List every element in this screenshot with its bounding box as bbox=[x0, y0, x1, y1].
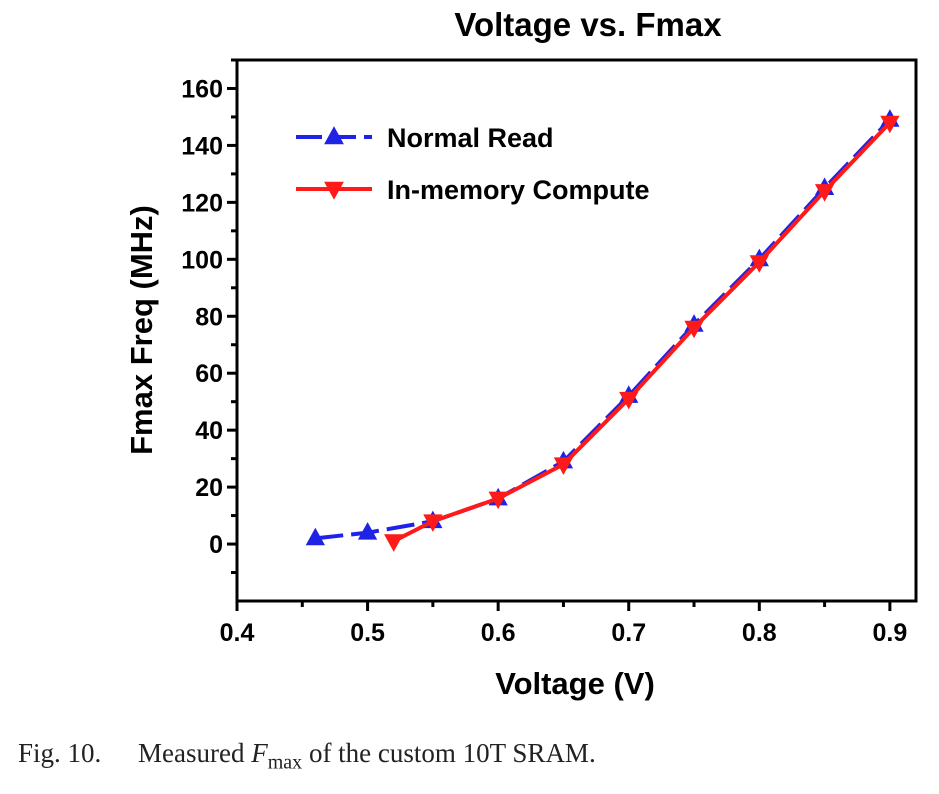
y-tick-label: 80 bbox=[195, 303, 223, 331]
x-tick-label: 0.8 bbox=[742, 619, 777, 647]
caption-symbol-letter: F bbox=[251, 738, 268, 768]
data-point-in-memory-compute bbox=[488, 491, 508, 510]
data-point-in-memory-compute bbox=[814, 184, 835, 202]
y-axis-label: Fmax Freq (MHz) bbox=[124, 205, 159, 455]
x-tick-label: 0.7 bbox=[611, 619, 646, 647]
caption-figure-number: Fig. 10. bbox=[18, 738, 102, 768]
data-point-in-memory-compute bbox=[749, 255, 769, 273]
x-tick-label: 0.4 bbox=[220, 619, 255, 647]
x-tick-label: 0.5 bbox=[350, 619, 385, 647]
data-point-normal-read bbox=[305, 527, 325, 546]
data-point-in-memory-compute bbox=[619, 391, 639, 410]
legend-label-normal-read: Normal Read bbox=[387, 123, 554, 153]
x-tick-label: 0.6 bbox=[481, 619, 516, 647]
data-point-in-memory-compute bbox=[684, 320, 704, 339]
y-tick-label: 160 bbox=[181, 75, 223, 103]
plot-area: 0 20 40 60 80 100 120 140 160 0.4 0.5 0.6 0.7 0.8 0.9 N… bbox=[181, 58, 918, 647]
y-tick-label: 60 bbox=[195, 360, 223, 388]
x-tick-label: 0.9 bbox=[873, 619, 908, 647]
caption-text-after: of the custom 10T SRAM. bbox=[308, 738, 596, 768]
y-tick-label: 140 bbox=[181, 132, 223, 160]
data-point-in-memory-compute bbox=[880, 115, 900, 134]
chart-title: Voltage vs. Fmax bbox=[454, 6, 722, 43]
y-tick-label: 0 bbox=[209, 531, 223, 559]
plot-frame bbox=[235, 58, 918, 603]
y-tick-label: 100 bbox=[181, 246, 223, 274]
legend-marker-in-memory-compute bbox=[324, 181, 344, 200]
legend-label-in-memory-compute: In-memory Compute bbox=[387, 175, 650, 205]
chart-svg: Voltage vs. Fmax 0 20 40 60 80 100 120 140 160 0.… bbox=[124, 6, 918, 701]
legend-marker-normal-read bbox=[324, 126, 344, 145]
data-point-in-memory-compute bbox=[553, 457, 574, 475]
data-point-in-memory-compute bbox=[423, 514, 443, 532]
caption-text-before: Measured bbox=[138, 738, 245, 768]
caption-symbol: Fmax bbox=[251, 738, 302, 773]
data-point-normal-read bbox=[357, 522, 378, 540]
data-point-in-memory-compute bbox=[384, 534, 404, 552]
caption-symbol-subscript: max bbox=[267, 751, 303, 774]
y-tick-label: 20 bbox=[195, 474, 223, 502]
y-tick-label: 40 bbox=[195, 417, 223, 445]
chart: Voltage vs. Fmax 0 20 40 60 80 100 120 140 160 0.… bbox=[124, 6, 918, 701]
figure-caption: Fig. 10. Measured Fmax of the custom 10T… bbox=[18, 738, 596, 774]
x-axis-label: Voltage (V) bbox=[495, 666, 655, 701]
y-tick-label: 120 bbox=[181, 189, 223, 217]
